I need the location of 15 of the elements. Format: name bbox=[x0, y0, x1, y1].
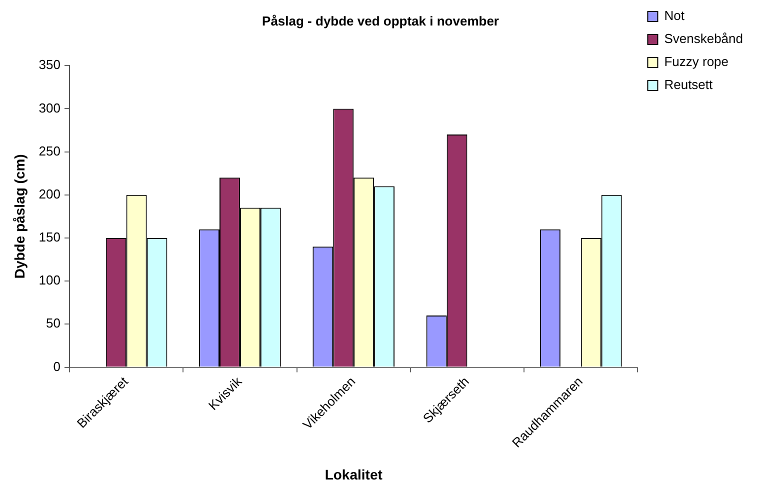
y-tick-label: 0 bbox=[53, 358, 60, 374]
legend-label: Svenskebånd bbox=[664, 31, 743, 46]
y-tick-label: 100 bbox=[38, 272, 60, 288]
y-tick-label: 200 bbox=[38, 186, 60, 202]
legend-label: Reutsett bbox=[664, 77, 714, 92]
x-axis-title: Lokalitet bbox=[324, 466, 383, 482]
y-axis-title: Dybde påslag (cm) bbox=[11, 154, 28, 279]
legend-label: Not bbox=[664, 8, 685, 24]
legend-label: Fuzzy rope bbox=[664, 54, 729, 70]
y-tick-label: 250 bbox=[38, 143, 60, 158]
chart-title: Påslag - dybde ved opptak i november bbox=[262, 13, 499, 28]
y-tick-label: 300 bbox=[38, 100, 60, 116]
y-tick-label: 50 bbox=[46, 316, 60, 331]
y-tick-label: 150 bbox=[38, 230, 60, 245]
y-tick-label: 350 bbox=[38, 57, 60, 72]
